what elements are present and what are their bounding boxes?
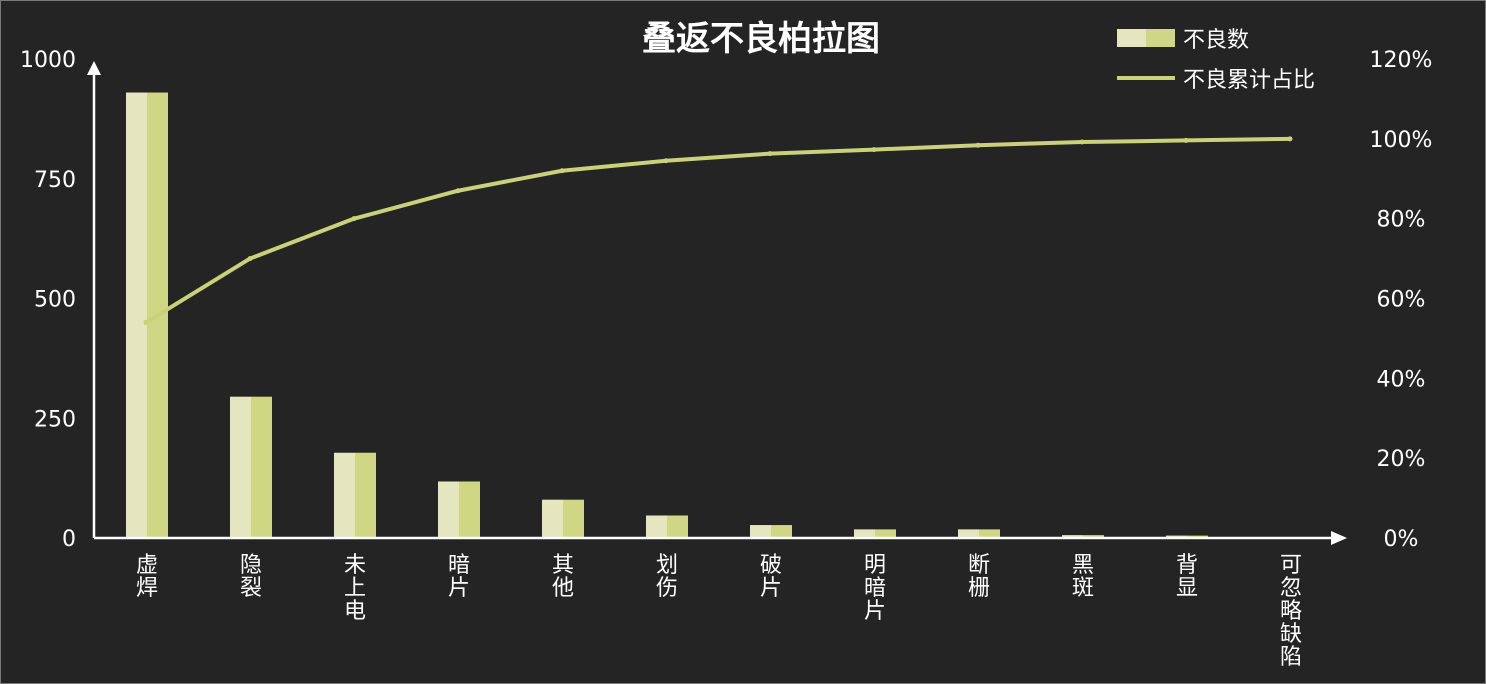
legend-item-line: 不良累计占比 — [1117, 63, 1315, 93]
legend-line-swatch — [1117, 76, 1175, 80]
legend-label-line: 不良累计占比 — [1183, 68, 1316, 93]
bar-6 — [750, 525, 792, 538]
bar-2 — [334, 452, 376, 538]
bar-3 — [438, 481, 480, 538]
cumulative-point-8 — [975, 142, 981, 148]
bar-4 — [542, 499, 584, 538]
y-tick-left-1: 250 — [34, 407, 76, 432]
x-tick-label-8: 断栅 — [968, 553, 990, 601]
cumulative-point-1 — [247, 256, 253, 262]
bar-0 — [126, 92, 168, 538]
x-tick-label-4: 其他 — [552, 553, 574, 601]
cumulative-point-5 — [663, 158, 669, 164]
x-tick-label-5: 划伤 — [656, 553, 678, 601]
x-tick-label-11: 可忽略缺陷 — [1280, 553, 1302, 670]
bar-9 — [1062, 535, 1104, 538]
cumulative-point-7 — [871, 147, 877, 153]
y-tick-right-4: 80% — [1377, 208, 1426, 233]
cumulative-point-6 — [767, 151, 773, 157]
y-axis-arrow — [87, 61, 101, 75]
cumulative-point-10 — [1183, 137, 1189, 143]
legend-item-bars: 不良数 — [1117, 23, 1315, 53]
y-tick-left-3: 750 — [34, 168, 76, 193]
x-tick-label-9: 黑斑 — [1072, 553, 1094, 601]
x-tick-label-2: 未上电 — [344, 553, 366, 624]
y-tick-left-0: 0 — [62, 527, 76, 552]
y-tick-left-4: 1000 — [20, 48, 76, 73]
y-tick-right-0: 0% — [1384, 527, 1419, 552]
y-tick-left-2: 500 — [34, 288, 76, 313]
cumulative-point-3 — [455, 188, 461, 194]
legend-bar-swatch — [1117, 29, 1175, 47]
y-tick-right-5: 100% — [1370, 128, 1433, 153]
bar-7 — [854, 529, 896, 538]
x-tick-label-10: 背显 — [1176, 553, 1198, 601]
chart-title: 叠返不良柏拉图 — [642, 19, 880, 59]
legend-label-bars: 不良数 — [1183, 28, 1250, 53]
legend: 不良数 不良累计占比 — [1117, 23, 1315, 103]
bar-1 — [230, 396, 272, 538]
x-axis-arrow — [1331, 531, 1347, 545]
x-tick-label-3: 暗片 — [448, 553, 470, 601]
x-tick-label-0: 虚焊 — [136, 553, 158, 601]
y-tick-right-1: 20% — [1377, 447, 1426, 472]
cumulative-point-11 — [1287, 136, 1293, 142]
y-tick-right-3: 60% — [1377, 288, 1426, 313]
x-tick-label-7: 明暗片 — [864, 553, 886, 624]
y-tick-right-6: 120% — [1370, 48, 1433, 73]
bar-5 — [646, 515, 688, 538]
cumulative-line — [144, 136, 1291, 325]
x-tick-label-6: 破片 — [760, 553, 782, 601]
cumulative-point-0 — [143, 319, 149, 325]
y-tick-right-2: 40% — [1377, 367, 1426, 392]
cumulative-point-9 — [1079, 139, 1085, 145]
bar-8 — [958, 529, 1000, 538]
cumulative-point-4 — [559, 168, 565, 174]
x-tick-label-1: 隐裂 — [240, 553, 262, 601]
cumulative-point-2 — [351, 216, 357, 222]
